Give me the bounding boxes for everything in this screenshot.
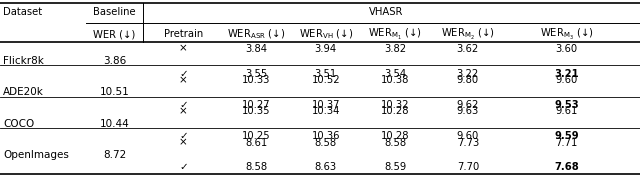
Text: 10.52: 10.52 (312, 75, 340, 85)
Text: Dataset: Dataset (3, 7, 42, 17)
Text: 8.61: 8.61 (245, 138, 267, 148)
Text: 10.34: 10.34 (312, 106, 340, 116)
Text: 7.70: 7.70 (457, 162, 479, 172)
Text: WER (↓): WER (↓) (93, 29, 136, 39)
Text: 3.94: 3.94 (315, 44, 337, 54)
Text: 9.60: 9.60 (556, 75, 577, 85)
Text: Baseline: Baseline (93, 7, 136, 17)
Text: 8.58: 8.58 (315, 138, 337, 148)
Text: WER$_{\mathrm{VH}}$ (↓): WER$_{\mathrm{VH}}$ (↓) (299, 27, 353, 41)
Text: 9.63: 9.63 (457, 106, 479, 116)
Text: ✓: ✓ (179, 131, 188, 141)
Text: 7.73: 7.73 (457, 138, 479, 148)
Text: 3.51: 3.51 (315, 69, 337, 79)
Text: 10.38: 10.38 (381, 75, 410, 85)
Text: ×: × (179, 44, 188, 54)
Text: 8.63: 8.63 (315, 162, 337, 172)
Text: 10.36: 10.36 (312, 131, 340, 141)
Text: 10.51: 10.51 (100, 87, 129, 98)
Text: ADE20k: ADE20k (3, 87, 44, 98)
Text: WER$_{\mathrm{ASR}}$ (↓): WER$_{\mathrm{ASR}}$ (↓) (227, 27, 285, 41)
Text: 8.58: 8.58 (384, 138, 406, 148)
Text: 3.82: 3.82 (384, 44, 406, 54)
Text: 3.21: 3.21 (554, 69, 579, 79)
Text: Pretrain: Pretrain (164, 29, 203, 39)
Text: 7.71: 7.71 (556, 138, 577, 148)
Text: 3.54: 3.54 (384, 69, 406, 79)
Text: COCO: COCO (3, 119, 35, 129)
Text: 3.84: 3.84 (245, 44, 267, 54)
Text: 3.22: 3.22 (457, 69, 479, 79)
Text: 3.62: 3.62 (457, 44, 479, 54)
Text: 10.44: 10.44 (100, 119, 129, 129)
Text: 9.80: 9.80 (457, 75, 479, 85)
Text: 10.37: 10.37 (312, 100, 340, 110)
Text: ×: × (179, 75, 188, 85)
Text: OpenImages: OpenImages (3, 150, 69, 160)
Text: 8.58: 8.58 (245, 162, 267, 172)
Text: ×: × (179, 106, 188, 116)
Text: 7.68: 7.68 (554, 162, 579, 172)
Text: 3.86: 3.86 (103, 56, 126, 66)
Text: 3.55: 3.55 (245, 69, 267, 79)
Text: WER$_{\mathrm{M_1}}$ (↓): WER$_{\mathrm{M_1}}$ (↓) (369, 26, 422, 42)
Text: WER$_{\mathrm{M_2}}$ (↓): WER$_{\mathrm{M_2}}$ (↓) (441, 26, 495, 42)
Text: ✓: ✓ (179, 162, 188, 172)
Text: 9.59: 9.59 (554, 131, 579, 141)
Text: 10.32: 10.32 (381, 100, 410, 110)
Text: 10.27: 10.27 (242, 100, 270, 110)
Text: 10.35: 10.35 (242, 106, 270, 116)
Text: 10.33: 10.33 (242, 75, 270, 85)
Text: 9.60: 9.60 (457, 131, 479, 141)
Text: 8.72: 8.72 (103, 150, 126, 160)
Text: ✓: ✓ (179, 100, 188, 110)
Text: 9.61: 9.61 (556, 106, 577, 116)
Text: Flickr8k: Flickr8k (3, 56, 44, 66)
Text: WER$_{\mathrm{M_3}}$ (↓): WER$_{\mathrm{M_3}}$ (↓) (540, 26, 593, 42)
Text: 8.59: 8.59 (384, 162, 406, 172)
Text: ✓: ✓ (179, 69, 188, 79)
Text: VHASR: VHASR (369, 7, 404, 17)
Text: 10.25: 10.25 (242, 131, 270, 141)
Text: 9.53: 9.53 (554, 100, 579, 110)
Text: 3.60: 3.60 (556, 44, 577, 54)
Text: 10.28: 10.28 (381, 131, 410, 141)
Text: 9.62: 9.62 (457, 100, 479, 110)
Text: 10.28: 10.28 (381, 106, 410, 116)
Text: ×: × (179, 138, 188, 148)
